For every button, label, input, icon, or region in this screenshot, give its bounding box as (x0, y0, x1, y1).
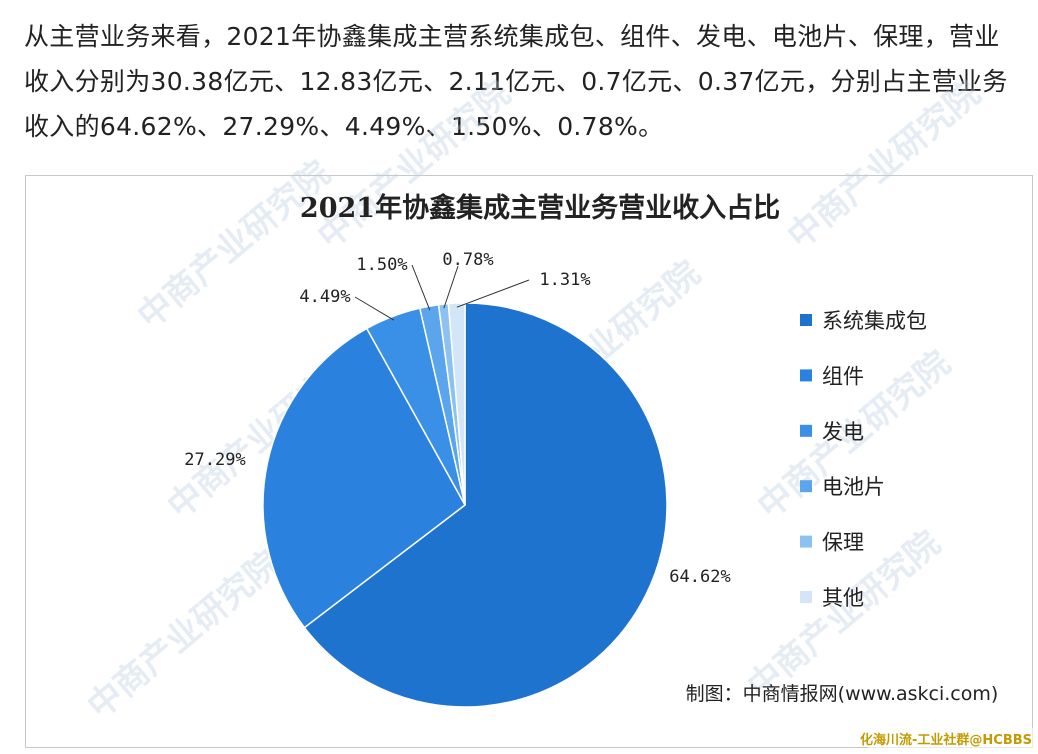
overlay-bg (868, 728, 1038, 752)
watermark: 中商产业研究院 (310, 73, 518, 257)
pie-slice (303, 302, 668, 708)
data-label: 1.50% (356, 255, 407, 275)
watermark: 中商产业研究院 (80, 543, 288, 727)
data-label: 4.49% (299, 287, 350, 307)
legend-swatch (800, 535, 812, 548)
paragraph: 从主营业务来看，2021年协鑫集成主营系统集成包、组件、发电、电池片、保理，营业… (24, 22, 1008, 141)
leader-line (456, 279, 530, 308)
data-label: 27.29% (184, 450, 245, 470)
legend-swatch (800, 314, 812, 326)
legend-label: 保理 (822, 531, 864, 555)
data-label: 1.31% (539, 270, 590, 290)
chart-frame (25, 175, 1033, 748)
pie-slice (447, 302, 466, 506)
legend-label: 其他 (822, 586, 864, 610)
leader-line (411, 264, 431, 311)
source: 制图：中商情报网(www.askci.com) (686, 683, 999, 705)
data-label: 64.62% (669, 567, 730, 587)
legend-swatch (800, 591, 812, 603)
legend-swatch (800, 480, 812, 493)
legend-label: 组件 (822, 364, 864, 388)
leader-line (443, 265, 459, 309)
watermark: 中商产业研究院 (780, 73, 988, 257)
watermark: 中商产业研究院 (130, 153, 338, 337)
leader-line (354, 296, 395, 321)
legend-swatch (800, 369, 812, 382)
legend-label: 电池片 (822, 475, 885, 499)
pie-slice (262, 327, 466, 629)
legend-label: 系统集成包 (822, 309, 927, 333)
overlay-mark: 化海川流-工业社群@HCBBS (860, 732, 1032, 748)
legend-label: 发电 (822, 420, 864, 444)
data-label: 0.78% (442, 250, 493, 270)
legend-swatch (800, 424, 812, 437)
chart-title: 2021年协鑫集成主营业务营业收入占比 (300, 192, 780, 224)
